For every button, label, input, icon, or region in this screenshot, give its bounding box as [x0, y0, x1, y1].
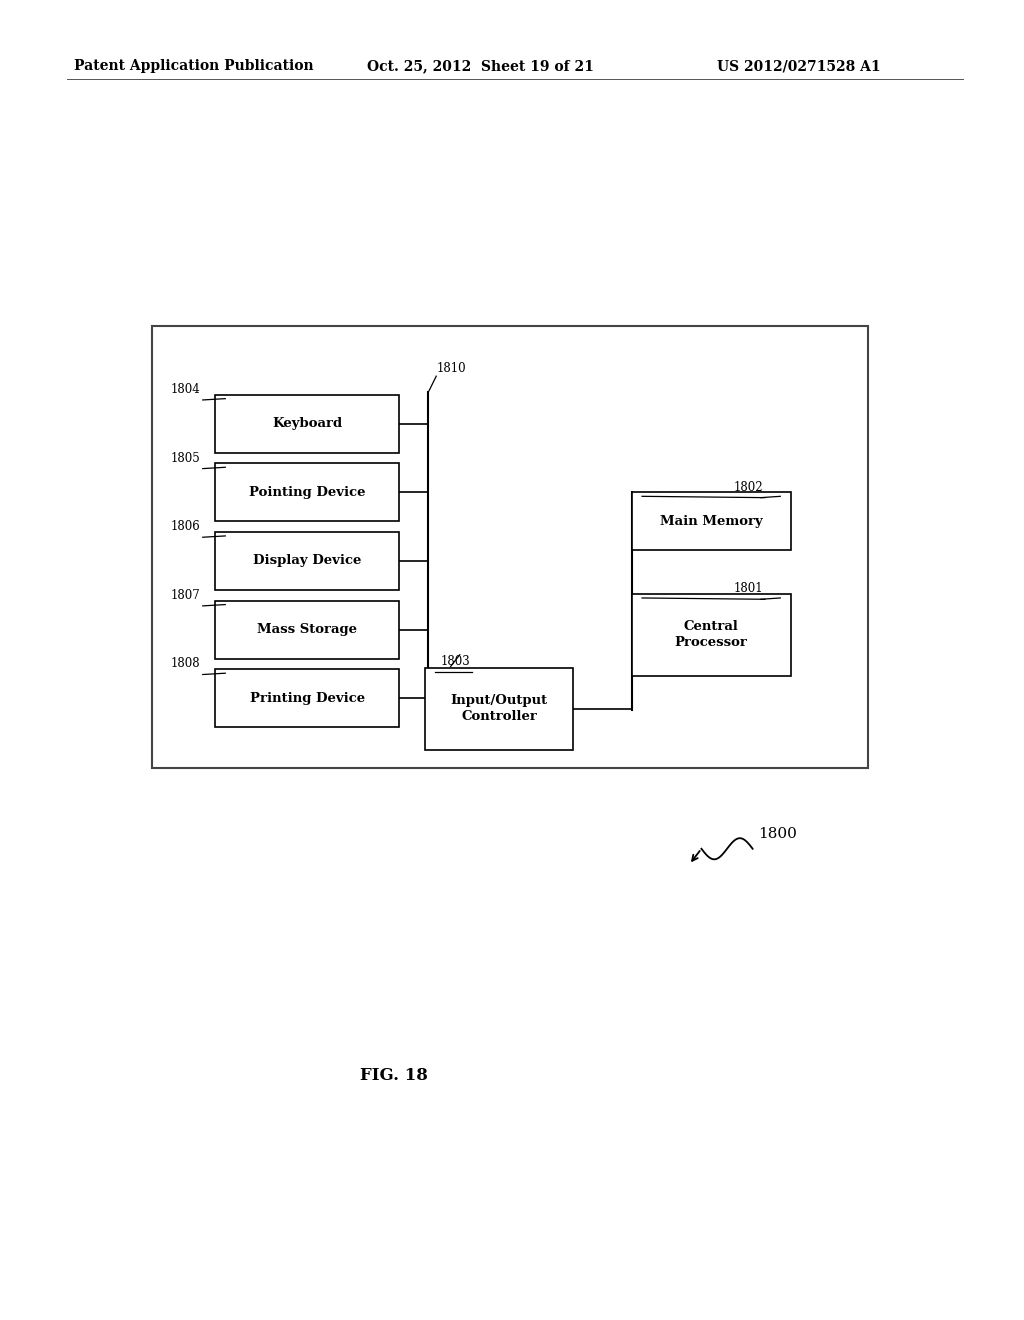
Bar — [215, 532, 399, 590]
Text: Printing Device: Printing Device — [250, 692, 365, 705]
Text: 1801: 1801 — [733, 582, 763, 595]
Text: 1803: 1803 — [440, 655, 470, 668]
Bar — [215, 395, 399, 453]
Text: 1807: 1807 — [171, 589, 201, 602]
Text: Central
Processor: Central Processor — [675, 620, 748, 649]
Text: Main Memory: Main Memory — [659, 515, 763, 528]
Text: Display Device: Display Device — [253, 554, 361, 568]
Text: Patent Application Publication: Patent Application Publication — [74, 59, 313, 73]
Text: 1804: 1804 — [171, 383, 201, 396]
Text: Oct. 25, 2012  Sheet 19 of 21: Oct. 25, 2012 Sheet 19 of 21 — [367, 59, 594, 73]
Bar — [632, 492, 791, 550]
Bar — [632, 594, 791, 676]
Text: US 2012/0271528 A1: US 2012/0271528 A1 — [717, 59, 881, 73]
Text: Pointing Device: Pointing Device — [249, 486, 366, 499]
Text: 1806: 1806 — [171, 520, 201, 533]
Bar — [425, 668, 573, 750]
Bar — [215, 601, 399, 659]
Text: 1810: 1810 — [436, 362, 466, 375]
Text: 1800: 1800 — [758, 826, 797, 841]
Text: 1805: 1805 — [171, 451, 201, 465]
Bar — [215, 463, 399, 521]
Text: FIG. 18: FIG. 18 — [360, 1068, 428, 1084]
Text: Input/Output
Controller: Input/Output Controller — [451, 694, 548, 723]
Text: 1808: 1808 — [171, 657, 201, 671]
Text: Keyboard: Keyboard — [272, 417, 342, 430]
Text: Mass Storage: Mass Storage — [257, 623, 357, 636]
Text: 1802: 1802 — [733, 480, 763, 494]
Bar — [152, 326, 868, 768]
Bar — [215, 669, 399, 727]
